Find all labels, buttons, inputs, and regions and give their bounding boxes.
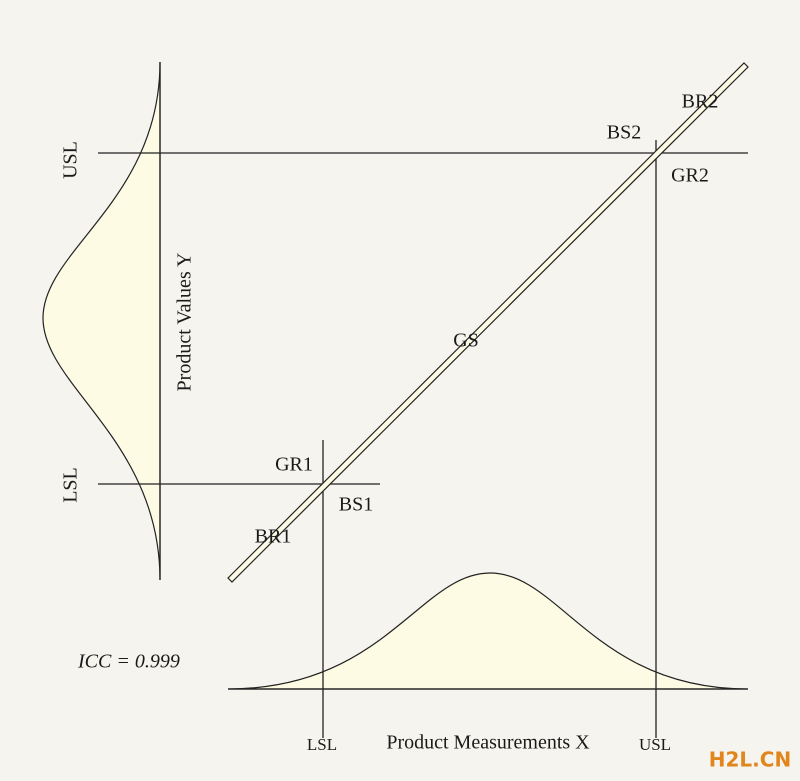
region-label: BS1	[339, 494, 373, 516]
region-label: GR1	[275, 454, 313, 476]
region-label: BR1	[255, 526, 292, 548]
x-axis-title: Product Measurements X	[386, 732, 590, 754]
region-label: GS	[453, 330, 479, 352]
x-lsl-label: LSL	[307, 735, 337, 754]
y-lsl-label: LSL	[60, 467, 82, 503]
region-label: BR2	[682, 91, 719, 113]
x-usl-label: USL	[639, 735, 671, 754]
icc-annotation: ICC = 0.999	[77, 651, 180, 673]
agreement-band	[227, 62, 749, 583]
x-distribution	[227, 572, 749, 690]
watermark: H2L.CN	[709, 748, 791, 772]
y-usl-label: USL	[60, 141, 82, 179]
y-distribution	[42, 61, 161, 581]
y-axis-title: Product Values Y	[174, 253, 196, 392]
region-label: BS2	[607, 122, 641, 144]
region-label: GR2	[671, 165, 709, 187]
